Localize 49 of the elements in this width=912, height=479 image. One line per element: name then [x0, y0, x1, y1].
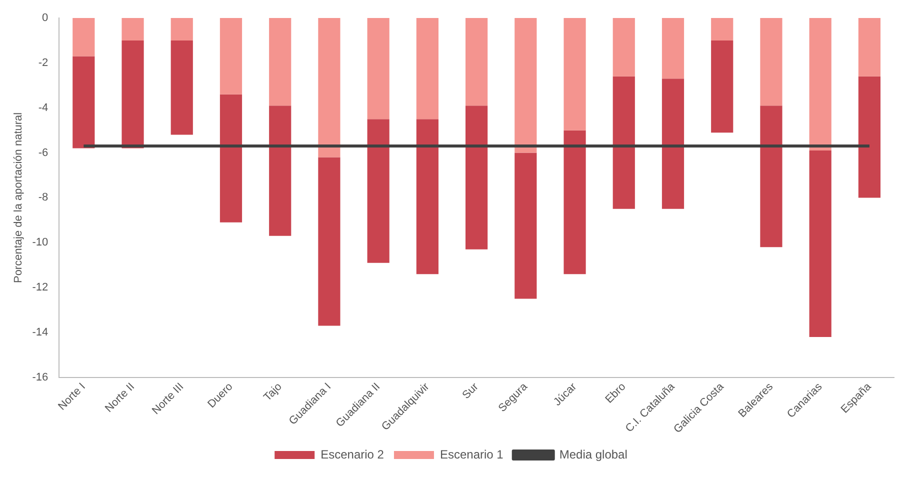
bar — [662, 18, 684, 79]
bar — [662, 78, 684, 209]
bar — [367, 18, 390, 120]
bar — [72, 18, 95, 56]
bar — [220, 94, 242, 222]
legend-label: Media global — [559, 447, 628, 462]
bar — [858, 18, 880, 76]
bar — [612, 18, 635, 76]
y-tick-label: -2 — [38, 56, 48, 69]
y-tick-label: -14 — [32, 326, 48, 339]
bar — [809, 150, 832, 337]
x-tick-label: Tajo — [262, 380, 284, 404]
bar — [367, 119, 390, 263]
bar — [858, 76, 880, 198]
bar — [809, 18, 832, 151]
legend-label: Escenario 2 — [320, 447, 384, 462]
bar — [416, 18, 438, 120]
x-tick-label: Sur — [460, 380, 482, 402]
bar — [170, 18, 193, 40]
legend-label: Escenario 1 — [440, 447, 504, 462]
y-tick-label: -4 — [38, 102, 48, 114]
bar — [760, 106, 782, 248]
bar — [122, 40, 144, 148]
bar — [122, 18, 144, 40]
bar — [318, 18, 340, 158]
y-tick-label: -8 — [38, 192, 48, 204]
bar — [220, 18, 242, 94]
bar — [72, 56, 95, 148]
bar — [416, 119, 438, 274]
y-tick-label: -6 — [38, 146, 48, 159]
bar — [760, 18, 782, 106]
bar — [564, 18, 586, 130]
bar — [269, 106, 292, 236]
y-tick-label: 0 — [42, 12, 48, 24]
bar — [170, 40, 193, 135]
y-axis-title: Porcentaje de la aportación natural — [12, 112, 25, 284]
y-tick-label: -16 — [32, 371, 48, 384]
y-tick-label: -12 — [32, 282, 48, 294]
bar — [514, 152, 537, 299]
bar — [514, 18, 537, 153]
bar — [466, 18, 488, 106]
bar — [612, 76, 635, 209]
y-tick-label: -10 — [32, 236, 48, 249]
bar — [711, 40, 734, 133]
bar — [269, 18, 292, 106]
bar — [711, 18, 734, 40]
bar — [466, 106, 488, 250]
bar — [318, 157, 340, 326]
bar — [564, 130, 586, 274]
